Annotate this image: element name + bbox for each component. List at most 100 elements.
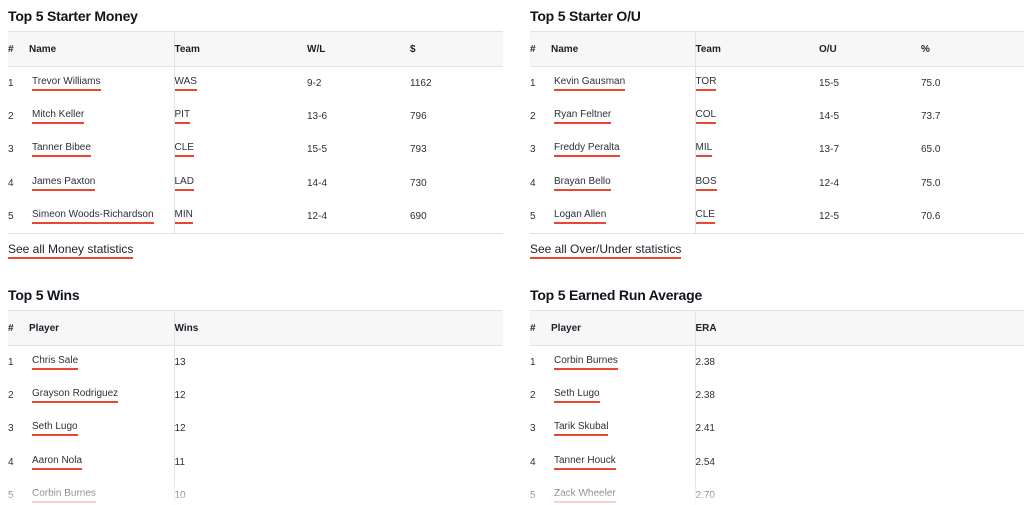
player-link[interactable]: Mitch Keller bbox=[32, 109, 85, 125]
col-team: Team bbox=[174, 31, 307, 67]
ou-value: 14-5 bbox=[819, 111, 840, 123]
era-value: 2.38 bbox=[695, 390, 715, 402]
ou-value: 13-7 bbox=[819, 144, 840, 156]
wins-value: 10 bbox=[174, 479, 503, 505]
col-name: Name bbox=[551, 31, 696, 67]
player-link[interactable]: Simeon Woods-Richardson bbox=[32, 209, 154, 224]
rank: 3 bbox=[530, 423, 536, 435]
team-link[interactable]: CLE bbox=[174, 142, 194, 158]
player-link[interactable]: Brayan Bello bbox=[554, 176, 611, 191]
rank: 4 bbox=[530, 177, 536, 189]
table-row: 3 Tanner Bibee CLE 15-5 793 bbox=[8, 133, 503, 167]
team-link[interactable]: CLE bbox=[695, 209, 715, 224]
amount-value: 793 bbox=[410, 144, 427, 156]
table-row: 5 Zack Wheeler 2.70 bbox=[530, 479, 1024, 505]
rank: 3 bbox=[8, 144, 14, 156]
money-panel: Top 5 Starter Money # Name Team W/L $ 1 … bbox=[8, 6, 503, 259]
col-pct: % bbox=[921, 31, 1024, 67]
rank: 1 bbox=[530, 356, 536, 368]
money-table-header: # Name Team W/L $ bbox=[8, 31, 503, 67]
pct-value: 73.7 bbox=[921, 111, 941, 123]
team-link[interactable]: MIN bbox=[174, 209, 193, 224]
rank: 5 bbox=[8, 200, 29, 234]
wins-panel: Top 5 Wins # Player Wins 1 Chris Sale 13… bbox=[8, 285, 503, 505]
player-link[interactable]: Aaron Nola bbox=[32, 455, 83, 470]
team-link[interactable]: BOS bbox=[695, 176, 717, 191]
wins-title: Top 5 Wins bbox=[8, 287, 80, 303]
player-link[interactable]: Corbin Burnes bbox=[32, 488, 96, 503]
rank: 2 bbox=[530, 390, 536, 402]
table-row: 1 Chris Sale 13 bbox=[8, 345, 503, 379]
era-table: # Player ERA 1 Corbin Burnes 2.38 2 Seth… bbox=[530, 310, 1024, 505]
rank: 5 bbox=[8, 479, 29, 505]
table-row: 5 Logan Allen CLE 12-5 70.6 bbox=[530, 200, 1024, 234]
team-link[interactable]: WAS bbox=[174, 76, 197, 91]
see-all-ou-link[interactable]: See all Over/Under statistics bbox=[530, 242, 682, 259]
player-link[interactable]: Corbin Burnes bbox=[554, 355, 618, 370]
player-link[interactable]: Seth Lugo bbox=[32, 421, 78, 437]
col-rank: # bbox=[8, 310, 29, 346]
team-link[interactable]: LAD bbox=[174, 176, 194, 191]
amount-value: 1162 bbox=[410, 77, 432, 89]
player-link[interactable]: Kevin Gausman bbox=[554, 76, 626, 91]
wl-value: 15-5 bbox=[307, 144, 328, 156]
rank: 2 bbox=[8, 390, 14, 402]
team-link[interactable]: TOR bbox=[695, 76, 717, 91]
see-all-money-link[interactable]: See all Money statistics bbox=[8, 242, 134, 259]
player-link[interactable]: Logan Allen bbox=[554, 209, 607, 224]
money-title: Top 5 Starter Money bbox=[8, 8, 138, 24]
player-link[interactable]: Tarik Skubal bbox=[554, 421, 609, 437]
team-link[interactable]: COL bbox=[695, 109, 717, 125]
ou-value: 15-5 bbox=[819, 77, 840, 89]
table-row: 4 Tanner Houck 2.54 bbox=[530, 445, 1024, 480]
pct-value: 75.0 bbox=[921, 77, 941, 89]
table-row: 5 Corbin Burnes 10 bbox=[8, 479, 503, 505]
ou-table-header: # Name Team O/U % bbox=[530, 31, 1024, 67]
player-link[interactable]: Zack Wheeler bbox=[554, 488, 616, 503]
ou-panel: Top 5 Starter O/U # Name Team O/U % 1 Ke… bbox=[530, 6, 1024, 259]
player-link[interactable]: Tanner Bibee bbox=[32, 142, 91, 158]
ou-table: # Name Team O/U % 1 Kevin Gausman TOR 15… bbox=[530, 31, 1024, 234]
rank: 1 bbox=[530, 77, 536, 89]
player-link[interactable]: Grayson Rodriguez bbox=[32, 388, 119, 404]
see-all-money-label: See all Money statistics bbox=[8, 242, 134, 259]
pct-value: 70.6 bbox=[921, 200, 1024, 234]
rank: 5 bbox=[530, 200, 551, 234]
rank: 4 bbox=[8, 456, 14, 468]
col-wins: Wins bbox=[174, 310, 503, 346]
table-row: 4 James Paxton LAD 14-4 730 bbox=[8, 166, 503, 201]
era-table-header: # Player ERA bbox=[530, 310, 1024, 346]
player-link[interactable]: Chris Sale bbox=[32, 355, 79, 370]
col-player: Player bbox=[29, 310, 175, 346]
col-team: Team bbox=[695, 31, 819, 67]
player-link[interactable]: Seth Lugo bbox=[554, 388, 600, 404]
wins-value: 12 bbox=[174, 423, 186, 435]
player-link[interactable]: Ryan Feltner bbox=[554, 109, 612, 125]
player-link[interactable]: Tanner Houck bbox=[554, 455, 616, 470]
table-row: 2 Ryan Feltner COL 14-5 73.7 bbox=[530, 99, 1024, 134]
team-link[interactable]: PIT bbox=[174, 109, 191, 125]
team-link[interactable]: MIL bbox=[695, 142, 713, 158]
wins-table-header: # Player Wins bbox=[8, 310, 503, 346]
player-link[interactable]: James Paxton bbox=[32, 176, 96, 191]
col-wl: W/L bbox=[307, 31, 410, 67]
era-value: 2.41 bbox=[695, 423, 715, 435]
table-row: 5 Simeon Woods-Richardson MIN 12-4 690 bbox=[8, 200, 503, 234]
col-amount: $ bbox=[410, 31, 503, 67]
rank: 1 bbox=[8, 356, 14, 368]
table-row: 2 Seth Lugo 2.38 bbox=[530, 378, 1024, 413]
col-rank: # bbox=[8, 31, 29, 67]
rank: 2 bbox=[8, 111, 14, 123]
wins-table: # Player Wins 1 Chris Sale 13 2 Grayson … bbox=[8, 310, 503, 505]
era-value: 2.38 bbox=[695, 356, 715, 368]
amount-value: 730 bbox=[410, 177, 427, 189]
player-link[interactable]: Freddy Peralta bbox=[554, 142, 620, 158]
table-row: 2 Grayson Rodriguez 12 bbox=[8, 378, 503, 413]
table-row: 2 Mitch Keller PIT 13-6 796 bbox=[8, 99, 503, 134]
ou-value: 12-5 bbox=[819, 200, 921, 234]
wins-value: 11 bbox=[174, 456, 185, 468]
player-link[interactable]: Trevor Williams bbox=[32, 76, 101, 91]
table-row: 3 Seth Lugo 12 bbox=[8, 412, 503, 446]
col-rank: # bbox=[530, 310, 551, 346]
col-name: Name bbox=[29, 31, 175, 67]
